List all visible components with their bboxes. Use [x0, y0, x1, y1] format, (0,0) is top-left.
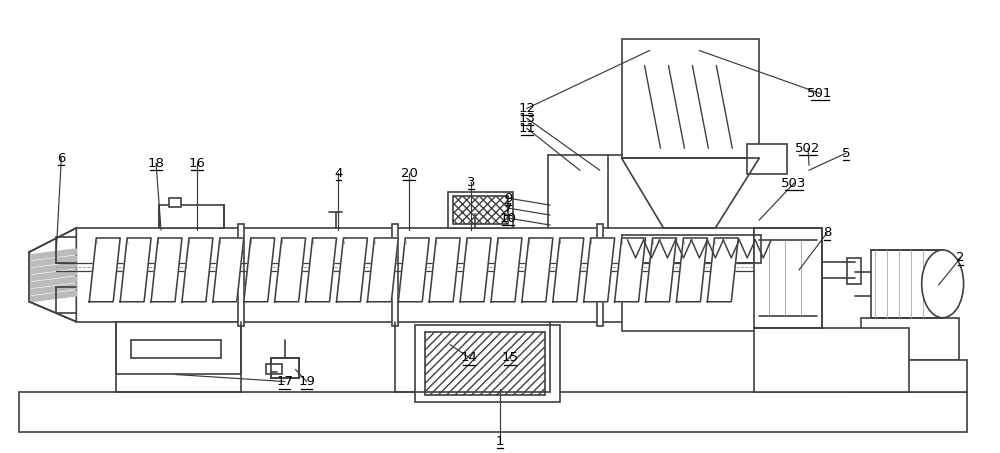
Polygon shape [429, 238, 460, 302]
Bar [597, 224, 603, 326]
Text: 502: 502 [795, 142, 821, 155]
Text: 14: 14 [461, 351, 478, 364]
Bar [425, 332, 545, 395]
Bar [871, 250, 943, 318]
Text: 8: 8 [823, 226, 831, 240]
Polygon shape [29, 270, 76, 281]
Text: 3: 3 [467, 176, 475, 188]
Polygon shape [120, 238, 151, 302]
Text: 7: 7 [504, 202, 512, 215]
Polygon shape [584, 238, 615, 302]
Text: 4: 4 [334, 167, 343, 180]
Bar [238, 224, 244, 326]
Polygon shape [676, 238, 707, 302]
Text: 13: 13 [518, 112, 535, 125]
Bar [159, 205, 224, 228]
Text: 501: 501 [807, 87, 833, 100]
Ellipse shape [922, 250, 964, 318]
Bar [415, 325, 560, 402]
Polygon shape [398, 238, 429, 302]
Text: 1: 1 [496, 435, 504, 448]
Text: 11: 11 [518, 122, 535, 135]
Bar [847, 258, 861, 284]
Polygon shape [29, 284, 76, 295]
Polygon shape [337, 238, 367, 302]
Polygon shape [275, 238, 306, 302]
Bar [622, 39, 759, 158]
Polygon shape [29, 263, 76, 274]
Text: 9: 9 [504, 192, 512, 205]
Polygon shape [182, 238, 213, 302]
Bar [861, 318, 959, 360]
Text: 15: 15 [501, 351, 518, 364]
Bar [19, 392, 967, 432]
Bar [747, 144, 787, 174]
Text: 12: 12 [518, 102, 535, 115]
Bar [76, 228, 754, 322]
Polygon shape [646, 238, 676, 302]
Text: 16: 16 [188, 157, 205, 170]
Bar [849, 360, 967, 392]
Text: 2: 2 [956, 251, 965, 265]
Polygon shape [491, 238, 522, 302]
Polygon shape [553, 238, 584, 302]
Bar [448, 192, 513, 228]
Text: 10: 10 [500, 212, 516, 225]
Bar [453, 196, 508, 224]
Polygon shape [522, 238, 553, 302]
Polygon shape [29, 291, 76, 302]
Bar [169, 198, 181, 207]
Polygon shape [29, 256, 76, 267]
Bar [116, 322, 241, 374]
Text: 17: 17 [276, 375, 293, 388]
Text: 19: 19 [298, 375, 315, 388]
Bar [271, 357, 299, 377]
Polygon shape [151, 238, 182, 302]
Polygon shape [244, 238, 275, 302]
Bar [622, 263, 761, 331]
Polygon shape [367, 238, 398, 302]
Polygon shape [213, 238, 244, 302]
Polygon shape [306, 238, 337, 302]
Text: 6: 6 [57, 152, 66, 165]
Polygon shape [460, 238, 491, 302]
Text: 20: 20 [401, 167, 418, 180]
Bar [751, 148, 783, 170]
Bar [754, 228, 822, 328]
Text: 18: 18 [148, 157, 164, 170]
Text: 503: 503 [781, 177, 807, 190]
Bar [266, 364, 282, 374]
Bar [392, 224, 398, 326]
Text: 5: 5 [842, 147, 850, 160]
Polygon shape [89, 238, 120, 302]
Polygon shape [707, 238, 738, 302]
Bar [754, 328, 909, 392]
Polygon shape [29, 277, 76, 288]
Polygon shape [615, 238, 646, 302]
Polygon shape [29, 228, 76, 322]
Polygon shape [29, 249, 76, 260]
